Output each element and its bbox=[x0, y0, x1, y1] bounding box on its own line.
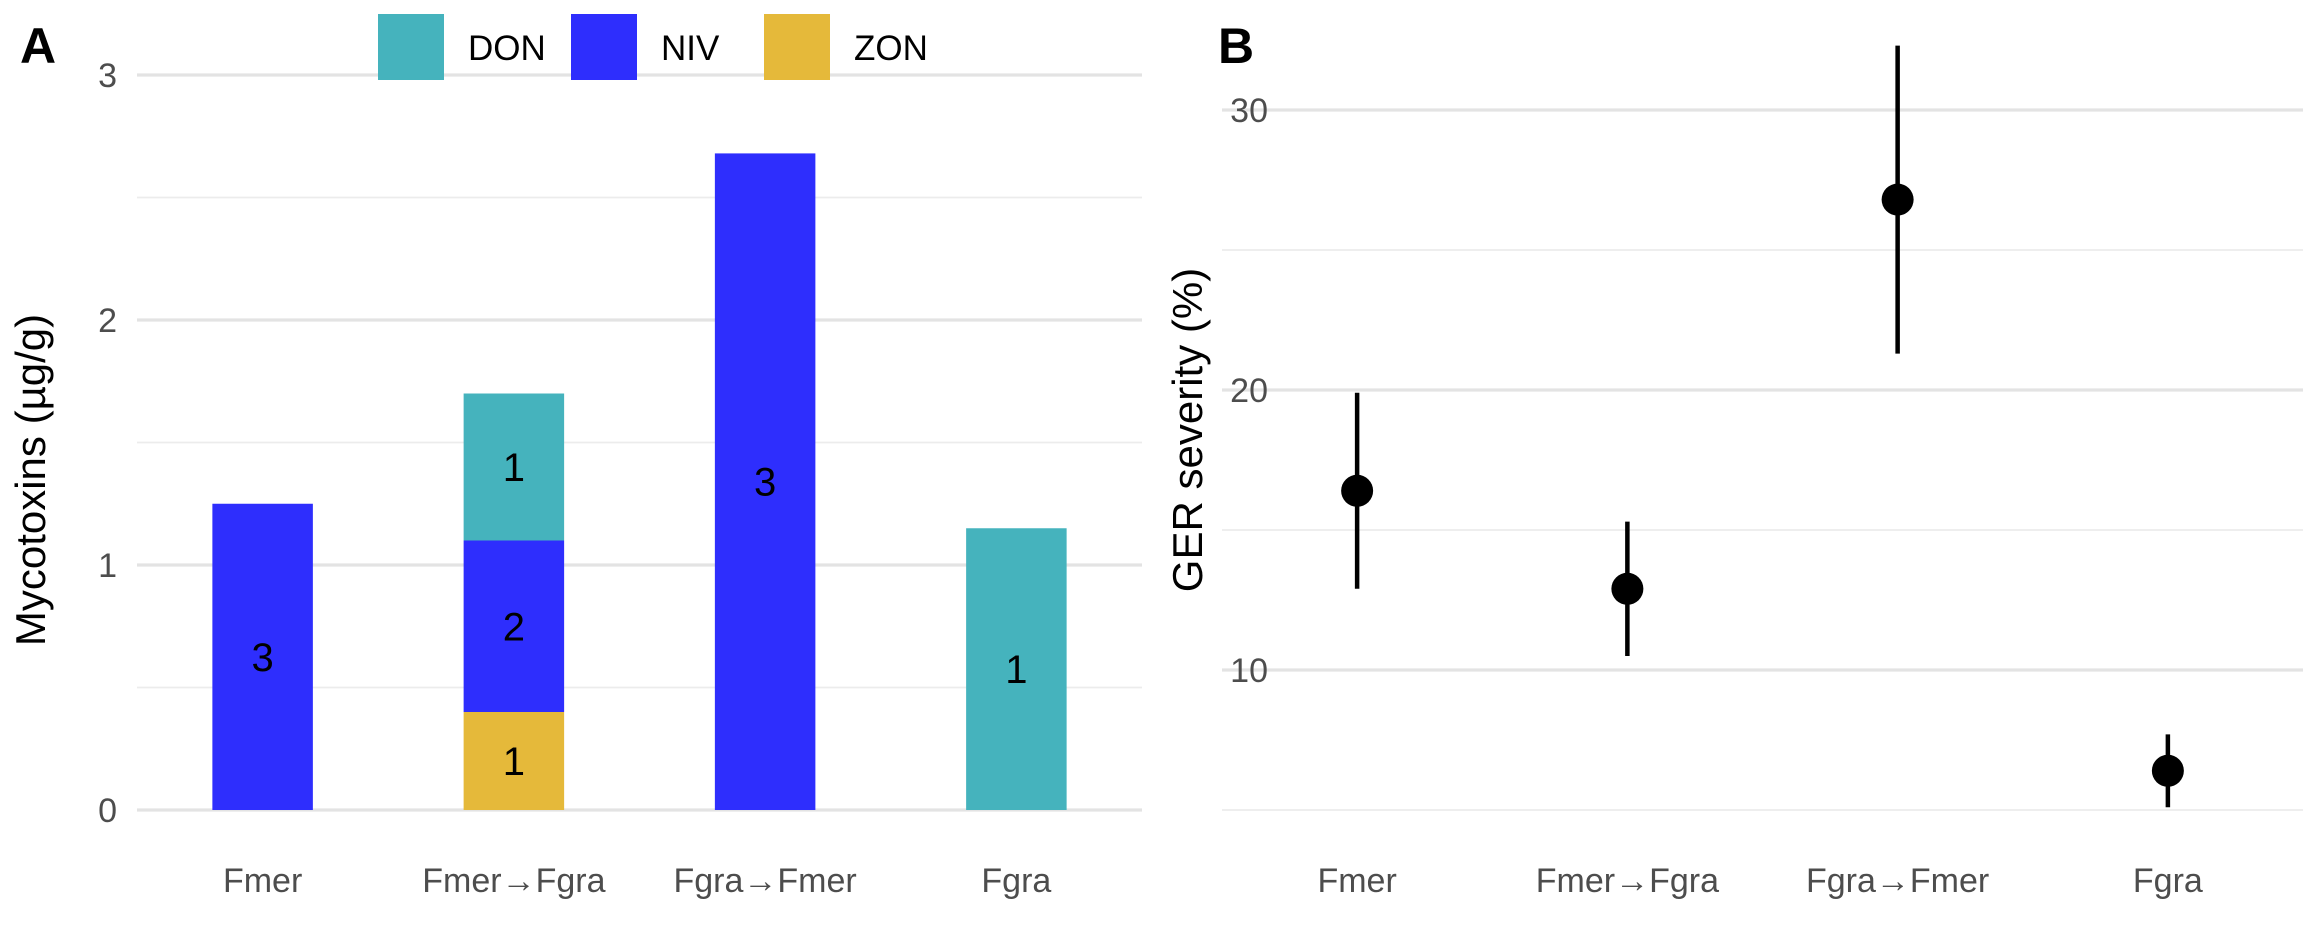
bar-segment-niv bbox=[714, 153, 816, 810]
y-tick-label: 10 bbox=[1230, 652, 1268, 690]
data-point bbox=[2151, 754, 2184, 787]
bar-count-label: 2 bbox=[503, 605, 525, 649]
y-tick-label: 30 bbox=[1230, 92, 1268, 130]
bar-chart-legend: DON NIV ZON bbox=[378, 14, 928, 80]
y-tick-label: 2 bbox=[98, 302, 117, 340]
severity-point-chart: 10 20 30 Fmer Fmer→Fgra Fgra→Fmer Fgra GER se… bbox=[1164, 45, 2303, 900]
x-tick-label: Fmer→Fgra bbox=[1536, 862, 1719, 900]
x-tick-label: Fmer bbox=[1317, 862, 1396, 900]
data-point bbox=[1881, 183, 1914, 216]
bar-segment-zon bbox=[463, 712, 565, 810]
bar-segment-niv bbox=[463, 540, 565, 712]
x-tick-label: Fgra→Fmer bbox=[1806, 862, 1989, 900]
point-chart-error-bars bbox=[1354, 45, 2171, 808]
data-point bbox=[1341, 474, 1374, 507]
legend-key-niv bbox=[571, 14, 637, 80]
point-chart-gridlines bbox=[1222, 108, 2303, 811]
x-tick-label: Fmer→Fgra bbox=[422, 862, 605, 900]
bar-chart-y-axis-title: Mycotoxins (µg/g) bbox=[7, 314, 54, 646]
y-tick-label: 1 bbox=[98, 547, 117, 585]
point-chart-y-axis-title: GER severity (%) bbox=[1164, 268, 1211, 592]
bar-count-label: 1 bbox=[503, 740, 525, 784]
y-tick-label: 0 bbox=[98, 792, 117, 830]
bar-count-label: 1 bbox=[1005, 648, 1027, 692]
bar-count-label: 3 bbox=[754, 461, 776, 505]
x-tick-label: Fgra→Fmer bbox=[674, 862, 857, 900]
mycotoxin-bar-chart: 3 1 2 1 3 1 0 1 2 3 Fmer Fmer→Fgra Fgra→Fmer Fgra M… bbox=[7, 14, 1142, 900]
bar-segment-don bbox=[966, 528, 1067, 810]
bar-segment-niv bbox=[212, 503, 313, 810]
y-tick-label: 20 bbox=[1230, 372, 1268, 410]
bar-count-label: 1 bbox=[503, 446, 525, 490]
bar-segment-don bbox=[463, 393, 565, 541]
point-chart-y-ticks: 10 20 30 bbox=[1230, 92, 1268, 690]
panel-b-letter: B bbox=[1218, 18, 1254, 74]
legend-label: NIV bbox=[661, 29, 720, 68]
data-point bbox=[1611, 572, 1644, 605]
legend-label: ZON bbox=[854, 29, 928, 68]
x-tick-label: Fmer bbox=[223, 862, 302, 900]
bar-chart-bars bbox=[212, 153, 1067, 810]
bar-count-label: 3 bbox=[252, 636, 274, 680]
legend-label: DON bbox=[468, 29, 546, 68]
bar-chart-bar-labels: 3 1 2 1 3 1 bbox=[252, 446, 1028, 784]
bar-chart-y-ticks: 0 1 2 3 bbox=[98, 57, 117, 830]
x-tick-label: Fgra bbox=[981, 862, 1051, 900]
bar-chart-x-ticks: Fmer Fmer→Fgra Fgra→Fmer Fgra bbox=[223, 862, 1051, 900]
point-chart-points bbox=[1341, 183, 2184, 787]
panel-a-letter: A bbox=[20, 18, 56, 74]
y-tick-label: 3 bbox=[98, 57, 117, 95]
legend-key-don bbox=[378, 14, 444, 80]
legend-key-zon bbox=[764, 14, 830, 80]
point-chart-x-ticks: Fmer Fmer→Fgra Fgra→Fmer Fgra bbox=[1317, 862, 2202, 900]
x-tick-label: Fgra bbox=[2133, 862, 2203, 900]
